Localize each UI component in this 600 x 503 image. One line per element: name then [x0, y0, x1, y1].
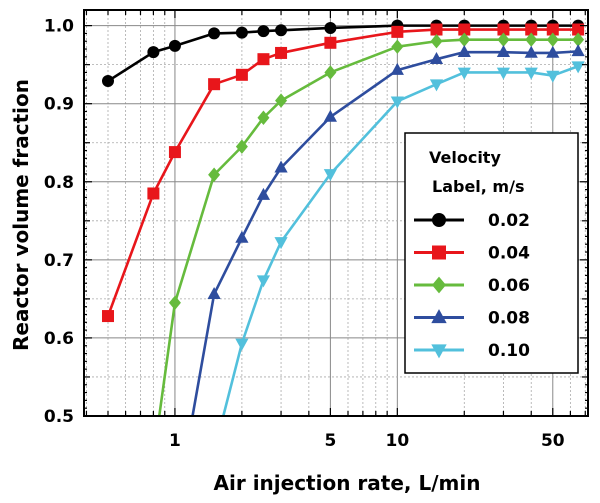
x-axis-title: Air injection rate, L/min	[214, 471, 481, 495]
data-point	[147, 46, 160, 59]
data-point	[257, 25, 270, 38]
data-point	[274, 160, 288, 173]
data-point	[390, 96, 404, 109]
data-point	[324, 65, 337, 80]
data-point	[524, 45, 538, 58]
y-tick-label: 0.5	[44, 407, 74, 427]
series-0.08	[191, 44, 585, 416]
data-point	[429, 51, 444, 64]
y-tick-label: 0.9	[44, 95, 74, 115]
data-point	[457, 67, 471, 80]
data-point	[391, 25, 404, 38]
legend-label: 0.04	[488, 244, 530, 264]
legend: Velocity Label, m/s 0.02 0.04 0.06 0.08 0.10	[404, 132, 579, 374]
data-point	[168, 295, 181, 310]
data-point	[430, 34, 443, 49]
data-point	[525, 32, 538, 47]
legend-title: Velocity	[429, 148, 501, 167]
legend-subtitle: Label, m/s	[432, 177, 524, 196]
data-point	[235, 230, 249, 243]
legend-label: 0.06	[488, 276, 530, 296]
data-point	[101, 310, 114, 323]
axes: 1 5 10 50 0.5 0.6 0.7 0.8 0.9 1.0	[44, 9, 589, 451]
data-point	[429, 79, 444, 92]
data-point	[323, 109, 337, 122]
data-point	[275, 46, 288, 59]
legend-label: 0.08	[488, 309, 530, 329]
legend-entry: 0.02	[414, 211, 530, 231]
data-point	[497, 32, 510, 47]
data-point	[431, 344, 447, 359]
data-point	[432, 245, 446, 260]
plot-frame	[83, 9, 589, 417]
data-point	[235, 68, 248, 81]
data-point	[458, 32, 471, 47]
data-point	[101, 75, 114, 88]
legend-entry: 0.10	[414, 341, 530, 361]
legend-entry: 0.06	[414, 276, 530, 296]
series-0.10	[222, 61, 585, 416]
y-tick-label: 0.6	[44, 329, 74, 349]
data-point	[390, 62, 404, 75]
data-point	[571, 44, 585, 57]
y-tick-label: 0.8	[44, 173, 74, 193]
data-point	[207, 287, 221, 299]
y-tick-label: 0.7	[44, 251, 74, 271]
data-point	[496, 67, 511, 80]
legend-entry: 0.04	[414, 244, 530, 264]
data-point	[571, 61, 585, 74]
data-point	[432, 276, 446, 294]
data-point	[546, 23, 559, 36]
data-point	[235, 338, 249, 351]
data-point	[457, 44, 471, 57]
data-point	[256, 187, 271, 200]
data-point	[525, 23, 538, 36]
data-point	[323, 169, 337, 182]
data-point	[208, 78, 221, 91]
data-point	[430, 23, 443, 36]
series-layer	[101, 19, 585, 416]
data-point	[431, 309, 447, 324]
data-point	[208, 27, 221, 40]
x-tick-label: 5	[324, 431, 336, 451]
data-point	[208, 167, 221, 182]
legend-entries: 0.02 0.04 0.06 0.08 0.10	[414, 211, 530, 361]
y-axis-title: Reactor volume fraction	[9, 79, 33, 351]
data-point	[546, 45, 560, 58]
data-point	[235, 139, 248, 154]
data-point	[257, 110, 270, 125]
legend-label: 0.10	[488, 341, 530, 361]
series-0.06	[157, 32, 585, 416]
x-tick-label: 10	[386, 431, 410, 451]
data-point	[147, 187, 160, 200]
data-point	[458, 23, 471, 36]
data-point	[432, 213, 446, 227]
data-point	[496, 44, 511, 57]
series-0.04	[101, 23, 585, 323]
data-point	[168, 146, 181, 159]
data-point	[546, 32, 559, 47]
data-point	[497, 23, 510, 36]
data-point	[257, 53, 270, 66]
legend-label: 0.02	[488, 211, 530, 231]
data-point	[274, 237, 288, 250]
x-tick-label: 1	[169, 431, 181, 451]
data-point	[275, 24, 288, 37]
x-tick-label: 50	[541, 431, 565, 451]
data-point	[235, 26, 248, 39]
data-point	[572, 23, 585, 36]
data-point	[572, 32, 585, 47]
data-point	[546, 70, 560, 83]
legend-entry: 0.08	[414, 309, 530, 329]
data-point	[168, 39, 181, 52]
data-point	[524, 67, 538, 80]
data-point	[324, 36, 337, 49]
data-point	[391, 39, 404, 54]
data-point	[256, 275, 271, 288]
y-tick-label: 1.0	[44, 17, 74, 37]
data-point	[275, 93, 288, 108]
data-point	[324, 21, 337, 34]
